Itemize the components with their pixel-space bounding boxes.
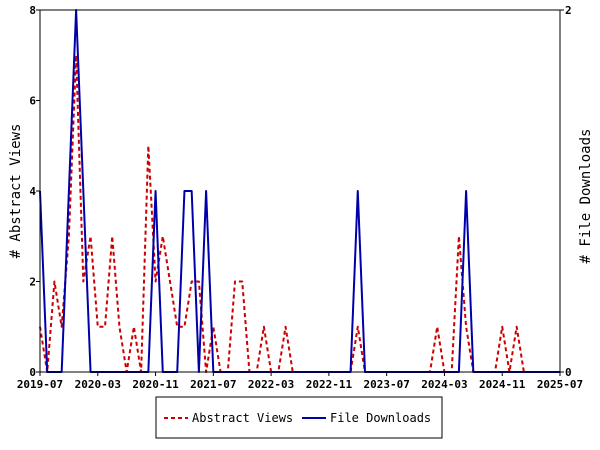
x-tick-label: 2024-03 — [421, 378, 467, 391]
y-left-tick-label: 4 — [29, 185, 36, 198]
x-tick-label: 2023-07 — [363, 378, 409, 391]
y-left-tick-label: 0 — [29, 366, 36, 379]
legend-label-file-downloads: File Downloads — [330, 411, 431, 425]
y-right-tick-label: 0 — [565, 366, 572, 379]
x-tick-label: 2019-07 — [17, 378, 63, 391]
x-axis: 2019-07 2020-03 2020-11 2021-07 2022-03 2022-… — [17, 372, 583, 391]
legend: Abstract Views File Downloads — [155, 396, 443, 439]
x-tick-label: 2024-11 — [479, 378, 526, 391]
y-axis-right: 02 — [560, 4, 572, 379]
y-left-tick-label: 6 — [29, 95, 36, 108]
y-right-tick-label: 2 — [565, 4, 572, 17]
x-tick-label: 2020-03 — [75, 378, 121, 391]
y-axis-left: 0 2 4 6 8 — [29, 4, 40, 379]
x-tick-label: 2021-07 — [190, 378, 236, 391]
x-tick-label: 2022-03 — [248, 378, 294, 391]
legend-label-abstract-views: Abstract Views — [192, 411, 293, 425]
y-right-axis-title: # File Downloads — [578, 129, 594, 264]
y-left-axis-title: # Abstract Views — [8, 124, 24, 259]
y-left-tick-label: 2 — [29, 276, 36, 289]
y-left-tick-label: 8 — [29, 4, 36, 17]
legend-box — [155, 396, 443, 439]
x-tick-label: 2020-11 — [132, 378, 179, 391]
x-tick-label: 2022-11 — [306, 378, 353, 391]
x-tick-label: 2025-07 — [537, 378, 583, 391]
